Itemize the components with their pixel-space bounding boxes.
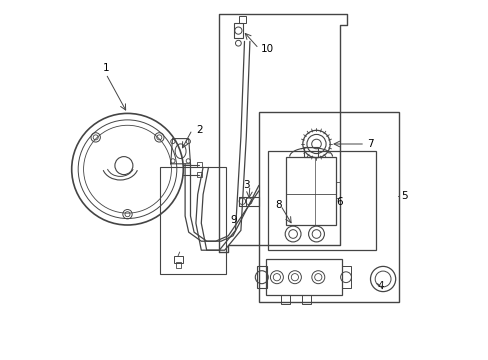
Bar: [302, 295, 310, 304]
Bar: [257, 266, 266, 288]
Text: 1: 1: [102, 63, 109, 73]
Bar: [336, 182, 339, 198]
Bar: [265, 259, 341, 295]
Bar: [280, 295, 289, 304]
Bar: [267, 151, 375, 250]
Text: 7: 7: [366, 139, 373, 149]
Bar: [285, 157, 336, 225]
Text: 5: 5: [400, 191, 407, 201]
Bar: [258, 112, 399, 302]
Text: 10: 10: [260, 44, 273, 54]
Bar: [304, 147, 317, 157]
Bar: [197, 162, 202, 167]
Text: 3: 3: [243, 180, 249, 190]
Bar: [174, 256, 183, 263]
Text: 4: 4: [377, 281, 384, 291]
Text: 2: 2: [196, 125, 202, 135]
Text: 8: 8: [275, 200, 281, 210]
Text: 9: 9: [230, 215, 236, 225]
Bar: [197, 172, 202, 177]
Text: 6: 6: [336, 197, 342, 207]
Bar: [341, 266, 350, 288]
Bar: [233, 23, 242, 38]
Bar: [239, 16, 245, 23]
Bar: [239, 197, 258, 206]
Bar: [239, 197, 245, 206]
Bar: [160, 167, 226, 274]
Bar: [176, 262, 181, 268]
